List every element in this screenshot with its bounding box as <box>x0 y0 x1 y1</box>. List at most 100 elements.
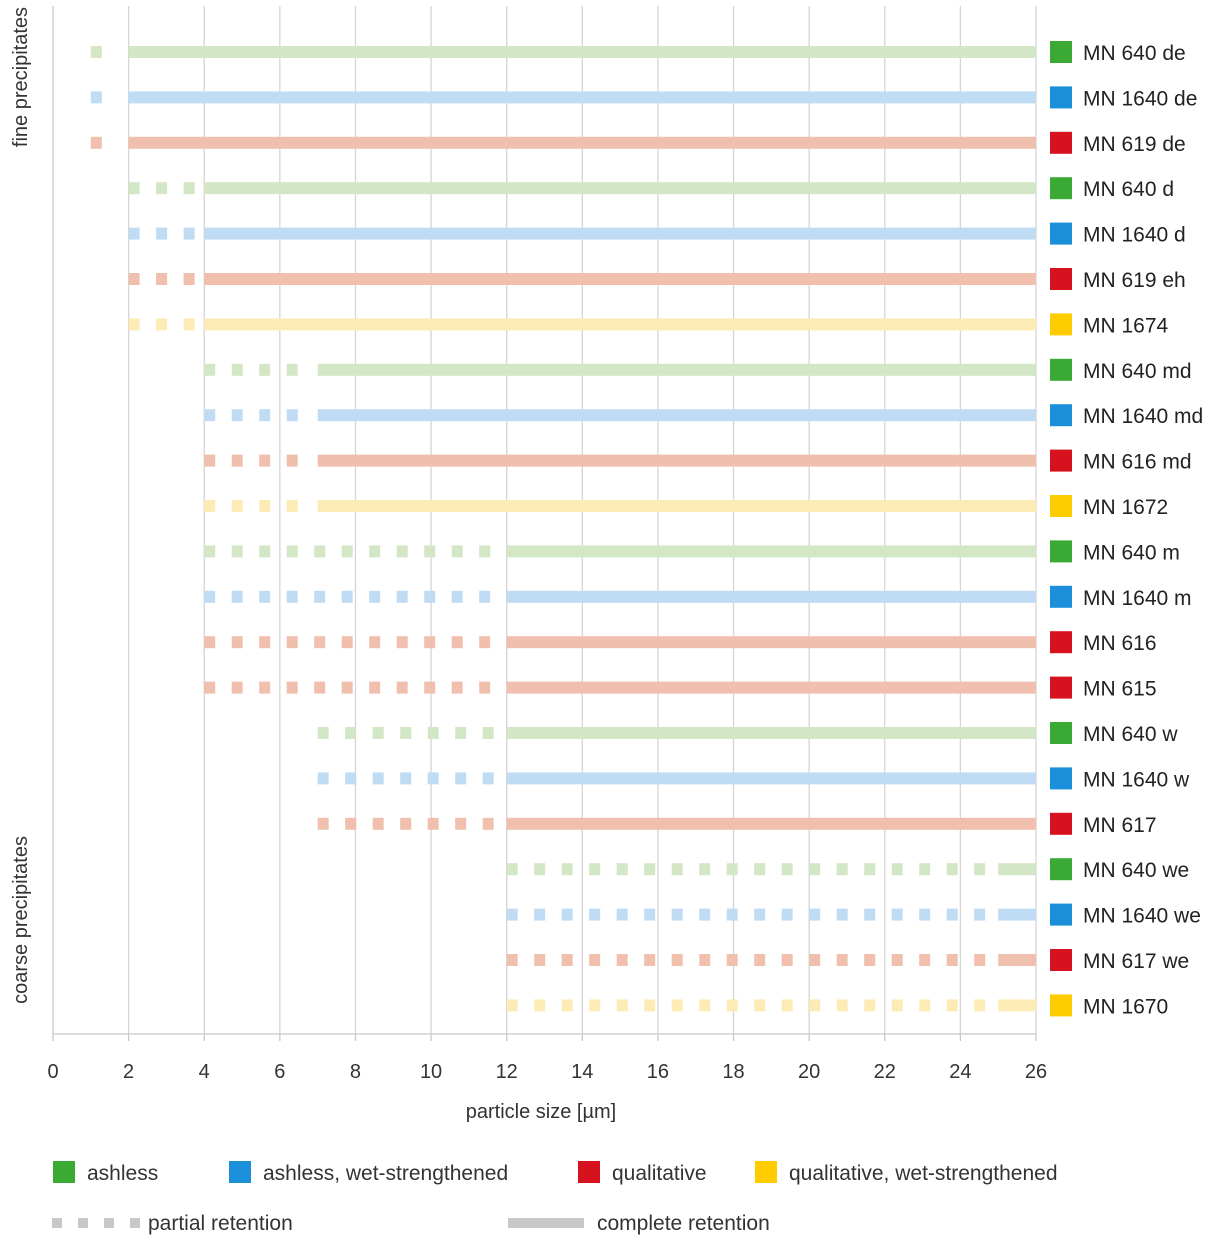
legend-swatch <box>578 1161 600 1183</box>
partial-retention-segment <box>204 409 216 422</box>
partial-retention-segment <box>372 817 384 830</box>
partial-retention-segment <box>699 863 711 876</box>
partial-retention-segment <box>183 318 195 331</box>
partial-retention-segment <box>809 954 821 966</box>
row-label: MN 1672 <box>1083 496 1168 519</box>
row-color-swatch <box>1050 585 1072 608</box>
row-color-swatch <box>1050 540 1072 563</box>
x-tick-label: 10 <box>420 1061 442 1083</box>
row-bar <box>506 863 1036 876</box>
complete-retention-bar <box>998 954 1036 966</box>
complete-retention-bar <box>317 500 1036 512</box>
partial-retention-segment <box>482 772 494 785</box>
row-color-swatch <box>1050 268 1072 290</box>
partial-retention-segment <box>424 545 436 558</box>
partial-retention-segment <box>369 636 381 649</box>
partial-retention-segment <box>699 908 711 921</box>
partial-retention-segment <box>156 227 168 240</box>
partial-retention-segment <box>451 681 463 694</box>
row-color-swatch <box>1050 949 1072 971</box>
partial-retention-segment <box>314 636 326 649</box>
x-tick-label: 4 <box>199 1061 210 1083</box>
partial-retention-segment <box>809 863 821 876</box>
partial-retention-segment <box>259 363 271 376</box>
row-color-swatch <box>1050 313 1072 336</box>
partial-retention-segment <box>479 545 491 558</box>
partial-retention-segment <box>128 318 140 331</box>
partial-retention-segment <box>427 772 439 785</box>
complete-retention-bar <box>204 182 1036 195</box>
partial-retention-segment <box>204 500 216 512</box>
partial-retention-segment <box>372 727 384 739</box>
partial-retention-segment <box>726 908 738 921</box>
complete-retention-bar <box>128 136 1037 149</box>
row-bar <box>204 636 1036 649</box>
partial-retention-segment <box>396 636 408 649</box>
partial-retention-segment <box>699 954 711 966</box>
partial-retention-segment <box>400 772 412 785</box>
row-label: MN 1670 <box>1083 995 1168 1018</box>
row-color-swatch <box>1050 903 1072 926</box>
partial-retention-segment <box>259 636 271 649</box>
partial-retention-segment <box>259 500 271 512</box>
partial-retention-segment <box>286 636 298 649</box>
partial-retention-segment <box>317 727 329 739</box>
row-label: MN 640 w <box>1083 723 1178 746</box>
x-tick-label: 24 <box>949 1061 971 1083</box>
partial-retention-segment <box>561 908 573 921</box>
partial-retention-segment <box>726 954 738 966</box>
row-bar <box>128 273 1036 285</box>
partial-retention-segment <box>809 908 821 921</box>
row-bar <box>317 817 1036 830</box>
partial-retention-segment <box>836 999 848 1012</box>
partial-retention-segment <box>479 590 491 603</box>
partial-retention-segment <box>891 954 903 966</box>
grid-lines <box>127 6 1037 1034</box>
partial-retention-segment <box>671 999 683 1012</box>
legend: ashless ashless, wet-strengthened qualitat… <box>52 1161 1058 1235</box>
row-color-swatch <box>1050 358 1072 381</box>
partial-retention-segment <box>589 999 601 1012</box>
partial-retention-segment <box>644 954 656 966</box>
complete-retention-bar <box>506 727 1036 739</box>
partial-retention-segment <box>919 863 931 876</box>
partial-retention-segment <box>90 91 102 104</box>
row-label: MN 617 we <box>1083 950 1189 973</box>
partial-retention-segment <box>836 908 848 921</box>
partial-retention-segment <box>506 954 518 966</box>
partial-retention-segment <box>534 999 546 1012</box>
partial-retention-segment <box>451 636 463 649</box>
partial-retention-segment <box>204 590 216 603</box>
partial-retention-segment <box>482 817 494 830</box>
partial-retention-segment <box>455 727 467 739</box>
partial-retention-segment <box>919 908 931 921</box>
complete-retention-bar <box>317 454 1036 467</box>
partial-retention-segment <box>400 817 412 830</box>
partial-retention-segment <box>506 999 518 1012</box>
partial-retention-segment <box>479 681 491 694</box>
legend-label: qualitative, wet-strengthened <box>789 1162 1058 1185</box>
row-label: MN 1640 m <box>1083 587 1192 610</box>
partial-retention-segment <box>204 363 216 376</box>
partial-retention-segment <box>864 863 876 876</box>
partial-retention-segment <box>424 590 436 603</box>
row-bar <box>128 318 1036 331</box>
row-label: MN 1640 de <box>1083 87 1197 110</box>
partial-retention-segment <box>372 772 384 785</box>
partial-retention-segment <box>341 636 353 649</box>
partial-retention-segment <box>919 999 931 1012</box>
legend-partial-dash <box>130 1218 140 1228</box>
partial-retention-segment <box>314 545 326 558</box>
partial-retention-segment <box>671 863 683 876</box>
row-label: MN 640 d <box>1083 178 1174 201</box>
row-color-swatch <box>1050 177 1072 200</box>
x-tick-label: 14 <box>571 1061 593 1083</box>
complete-retention-bar <box>204 227 1036 240</box>
row-bar <box>90 91 1037 104</box>
row-bar <box>204 545 1036 558</box>
partial-retention-segment <box>400 727 412 739</box>
range-bars <box>90 46 1037 1012</box>
partial-retention-segment <box>369 681 381 694</box>
partial-retention-segment <box>345 772 357 785</box>
row-label: MN 1674 <box>1083 314 1169 337</box>
